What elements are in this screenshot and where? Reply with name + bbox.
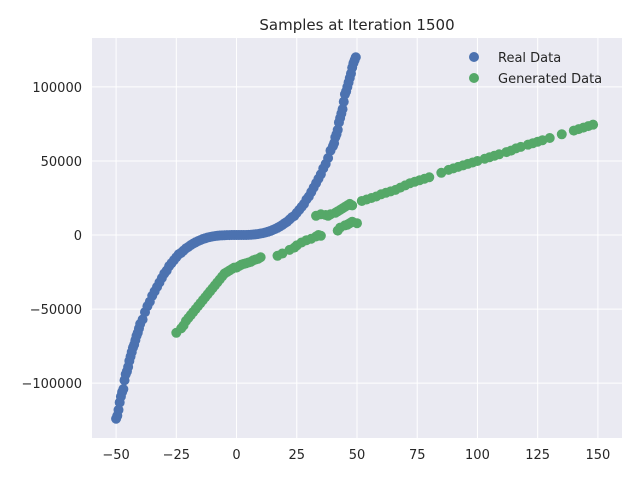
legend-marker-real xyxy=(469,52,479,62)
x-tick-label: 150 xyxy=(585,448,610,463)
legend-label-real: Real Data xyxy=(498,51,561,66)
real-data-point xyxy=(338,96,349,107)
real-data-point xyxy=(332,124,343,135)
x-tick-label: 0 xyxy=(232,448,240,463)
generated-data-point xyxy=(347,200,358,211)
generated-data-point xyxy=(588,119,599,130)
generated-data-point xyxy=(315,230,326,241)
data-points xyxy=(111,52,599,424)
tick-labels: −50 −25 0 25 50 75 100 125 150 −100000 −50000 0 5000… xyxy=(21,81,610,463)
x-tick-label: −25 xyxy=(163,448,190,463)
legend: Real Data Generated Data xyxy=(469,51,602,87)
x-tick-label: −50 xyxy=(102,448,129,463)
real-data-series xyxy=(111,52,361,424)
generated-data-point xyxy=(556,129,567,140)
x-tick-label: 25 xyxy=(288,448,305,463)
x-tick-label: 50 xyxy=(349,448,366,463)
generated-data-point xyxy=(544,133,555,143)
generated-data-point xyxy=(424,172,435,183)
x-tick-label: 75 xyxy=(409,448,426,463)
legend-marker-generated xyxy=(469,73,479,83)
y-tick-label: −100000 xyxy=(21,377,82,392)
y-tick-label: −50000 xyxy=(30,303,82,318)
y-tick-label: 100000 xyxy=(32,81,82,96)
real-data-point xyxy=(118,384,129,395)
real-data-point xyxy=(113,404,124,415)
y-tick-label: 0 xyxy=(74,229,82,244)
legend-label-generated: Generated Data xyxy=(498,72,602,87)
generated-data-point xyxy=(352,218,362,229)
y-tick-label: 50000 xyxy=(41,155,82,170)
real-data-point xyxy=(337,104,348,115)
x-tick-label: 125 xyxy=(525,448,550,463)
generated-data-point xyxy=(255,252,266,263)
real-data-point xyxy=(350,52,361,63)
chart-title: Samples at Iteration 1500 xyxy=(259,16,454,34)
generated-data-series xyxy=(171,119,599,338)
x-tick-label: 100 xyxy=(465,448,490,463)
